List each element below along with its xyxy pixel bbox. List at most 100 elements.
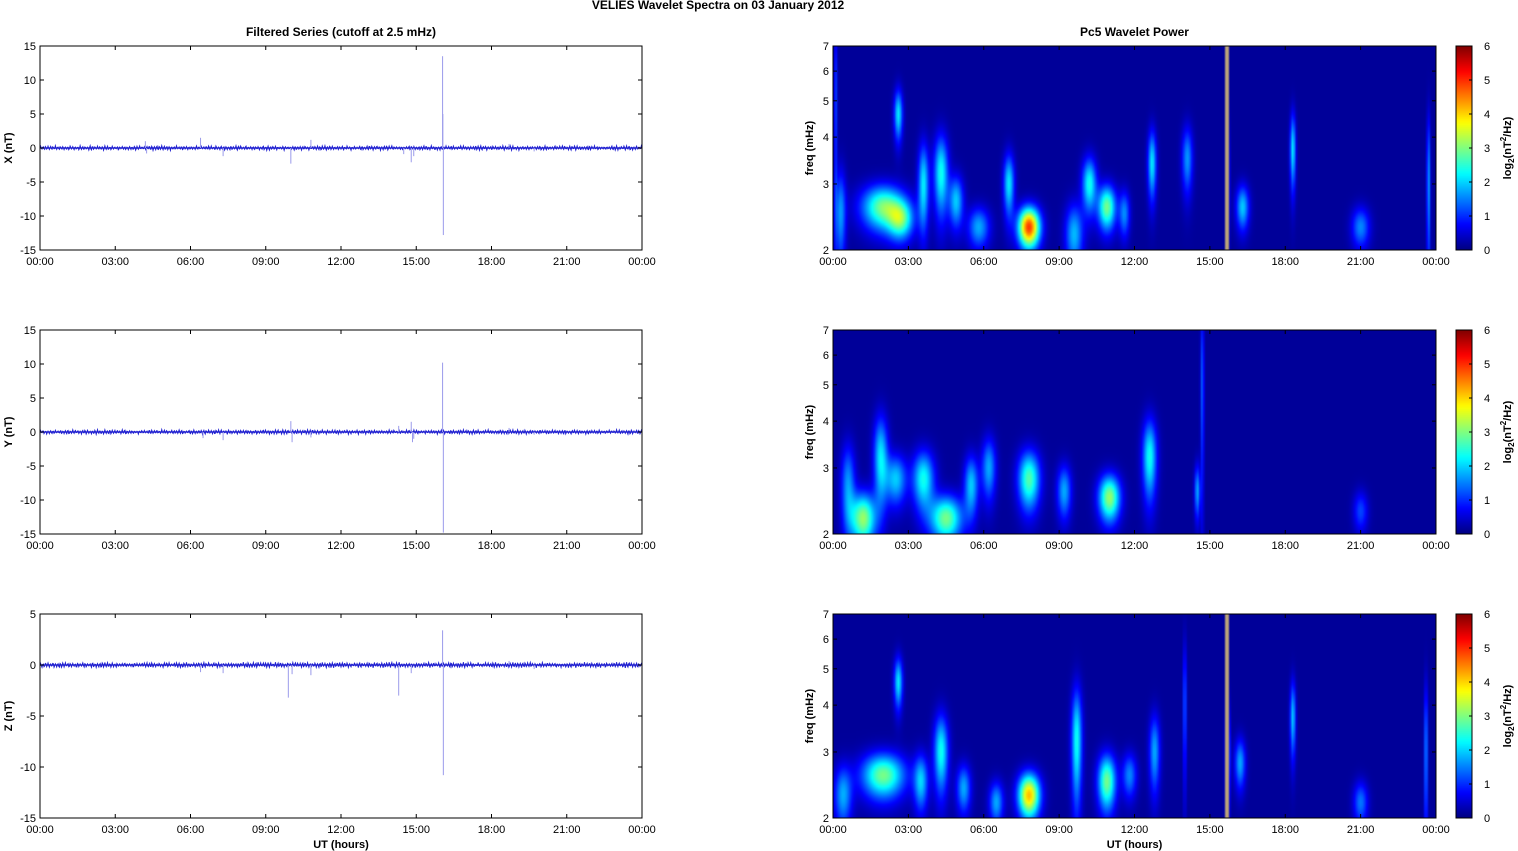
series-0-xtick-label: 15:00 (402, 256, 430, 268)
wavelet-2-xtick-label: 00:00 (1422, 824, 1450, 836)
series-2-xtick-label: 18:00 (478, 824, 506, 836)
wavelet-2-ytick-label: 6 (823, 634, 829, 646)
series-0-ytick-label: 10 (24, 75, 36, 87)
wavelet-2-colorbar-tick-label: 1 (1484, 779, 1490, 791)
series-1-ytick-label: 15 (24, 325, 36, 337)
wavelet-1-colorbar-tick-label: 3 (1484, 427, 1490, 439)
wavelet-0-xtick-label: 06:00 (970, 256, 998, 268)
wavelet-2-power-map (833, 614, 1436, 818)
series-2-ylabel: Z (nT) (3, 700, 15, 731)
wavelet-2-colorbar-tick-label: 3 (1484, 711, 1490, 723)
wavelet-1-xtick-label: 18:00 (1271, 540, 1299, 552)
wavelet-1-xtick-label: 15:00 (1196, 540, 1224, 552)
wavelet-1-xtick-label: 09:00 (1045, 540, 1073, 552)
series-1-ylabel: Y (nT) (3, 416, 15, 447)
wavelet-0-title: Pc5 Wavelet Power (1080, 25, 1189, 39)
wavelet-1-colorbar-tick-label: 4 (1484, 393, 1490, 405)
wavelet-0-xtick-label: 18:00 (1271, 256, 1299, 268)
wavelet-0-ylabel: freq (mHz) (804, 120, 816, 175)
wavelet-2-ytick-label: 4 (823, 700, 829, 712)
series-0-xtick-label: 00:00 (26, 256, 54, 268)
wavelet-1-colorbar-tick-label: 1 (1484, 495, 1490, 507)
series-2-ytick-label: 5 (30, 609, 36, 621)
wavelet-1-colorbar-tick-label: 2 (1484, 461, 1490, 473)
wavelet-1-power-map (833, 330, 1436, 534)
series-1-ytick-label: -10 (20, 495, 36, 507)
wavelet-0-xtick-label: 21:00 (1347, 256, 1375, 268)
wavelet-0-ytick-label: 6 (823, 66, 829, 78)
series-0-xtick-label: 18:00 (478, 256, 506, 268)
series-0-ytick-label: 5 (30, 109, 36, 121)
wavelet-2-xtick-label: 06:00 (970, 824, 998, 836)
series-0-xtick-label: 06:00 (177, 256, 205, 268)
wavelet-1-ytick-label: 7 (823, 325, 829, 337)
wavelet-1-ytick-label: 2 (823, 529, 829, 541)
wavelet-2-colorbar-tick-label: 2 (1484, 745, 1490, 757)
series-2-xlabel: UT (hours) (313, 839, 369, 851)
series-1-xtick-label: 00:00 (628, 540, 656, 552)
wavelet-2-xtick-label: 09:00 (1045, 824, 1073, 836)
series-0-ytick-label: 15 (24, 41, 36, 53)
wavelet-2-colorbar-tick-label: 4 (1484, 677, 1490, 689)
wavelet-2-colorbar-tick-label: 5 (1484, 643, 1490, 655)
wavelet-0-colorbar-tick-label: 0 (1484, 245, 1490, 257)
series-1-xtick-label: 21:00 (553, 540, 581, 552)
series-2-xtick-label: 09:00 (252, 824, 280, 836)
series-2-ytick-label: -5 (26, 711, 36, 723)
wavelet-0-colorbar-tick-label: 2 (1484, 177, 1490, 189)
wavelet-2-xtick-label: 12:00 (1121, 824, 1149, 836)
wavelet-2-xtick-label: 15:00 (1196, 824, 1224, 836)
series-2-xtick-label: 15:00 (402, 824, 430, 836)
wavelet-1-xtick-label: 03:00 (895, 540, 923, 552)
series-0-ylabel: X (nT) (3, 132, 15, 163)
wavelet-0-power-map (833, 46, 1436, 250)
wavelet-0-colorbar-label: log2(nT2/Hz) (1499, 116, 1516, 179)
wavelet-2-colorbar-label: log2(nT2/Hz) (1499, 684, 1516, 747)
series-2-xtick-label: 00:00 (628, 824, 656, 836)
wavelet-0-ytick-label: 2 (823, 245, 829, 257)
series-2-ytick-label: 0 (30, 660, 36, 672)
wavelet-1-colorbar (1456, 330, 1472, 534)
series-1-xtick-label: 00:00 (26, 540, 54, 552)
wavelet-0-colorbar-tick-label: 6 (1484, 41, 1490, 53)
wavelet-1-colorbar-tick-label: 6 (1484, 325, 1490, 337)
wavelet-2-ylabel: freq (mHz) (804, 688, 816, 743)
wavelet-2-ytick-label: 7 (823, 609, 829, 621)
series-0-xtick-label: 00:00 (628, 256, 656, 268)
wavelet-1-colorbar-label: log2(nT2/Hz) (1499, 400, 1516, 463)
series-2-xtick-label: 06:00 (177, 824, 205, 836)
wavelet-1-ytick-label: 6 (823, 350, 829, 362)
series-1-xtick-label: 12:00 (327, 540, 355, 552)
series-1-xtick-label: 09:00 (252, 540, 280, 552)
series-1-xtick-label: 15:00 (402, 540, 430, 552)
wavelet-0-ytick-label: 3 (823, 179, 829, 191)
series-0-ytick-label: -5 (26, 177, 36, 189)
series-1-ytick-label: 10 (24, 359, 36, 371)
wavelet-0-colorbar-tick-label: 1 (1484, 211, 1490, 223)
wavelet-0-ytick-label: 5 (823, 96, 829, 108)
wavelet-2-colorbar-tick-label: 0 (1484, 813, 1490, 825)
series-2-ytick-label: -10 (20, 762, 36, 774)
series-2-ytick-label: -15 (20, 813, 36, 825)
series-1-ytick-label: -15 (20, 529, 36, 541)
series-0-xtick-label: 09:00 (252, 256, 280, 268)
wavelet-0-colorbar (1456, 46, 1472, 250)
wavelet-1-ytick-label: 3 (823, 463, 829, 475)
series-1-ytick-label: -5 (26, 461, 36, 473)
series-0-ytick-label: 0 (30, 143, 36, 155)
series-1-ytick-label: 5 (30, 393, 36, 405)
wavelet-1-ytick-label: 4 (823, 416, 829, 428)
wavelet-0-ytick-label: 4 (823, 132, 829, 144)
series-0-title: Filtered Series (cutoff at 2.5 mHz) (246, 25, 436, 39)
wavelet-1-xtick-label: 21:00 (1347, 540, 1375, 552)
figure-title: VELIES Wavelet Spectra on 03 January 201… (592, 0, 845, 12)
wavelet-2-xlabel: UT (hours) (1107, 839, 1163, 851)
wavelet-2-xtick-label: 18:00 (1271, 824, 1299, 836)
series-1-ytick-label: 0 (30, 427, 36, 439)
series-0-ytick-label: -15 (20, 245, 36, 257)
wavelet-0-ytick-label: 7 (823, 41, 829, 53)
wavelet-0-xtick-label: 03:00 (895, 256, 923, 268)
series-0-xtick-label: 12:00 (327, 256, 355, 268)
wavelet-0-xtick-label: 15:00 (1196, 256, 1224, 268)
